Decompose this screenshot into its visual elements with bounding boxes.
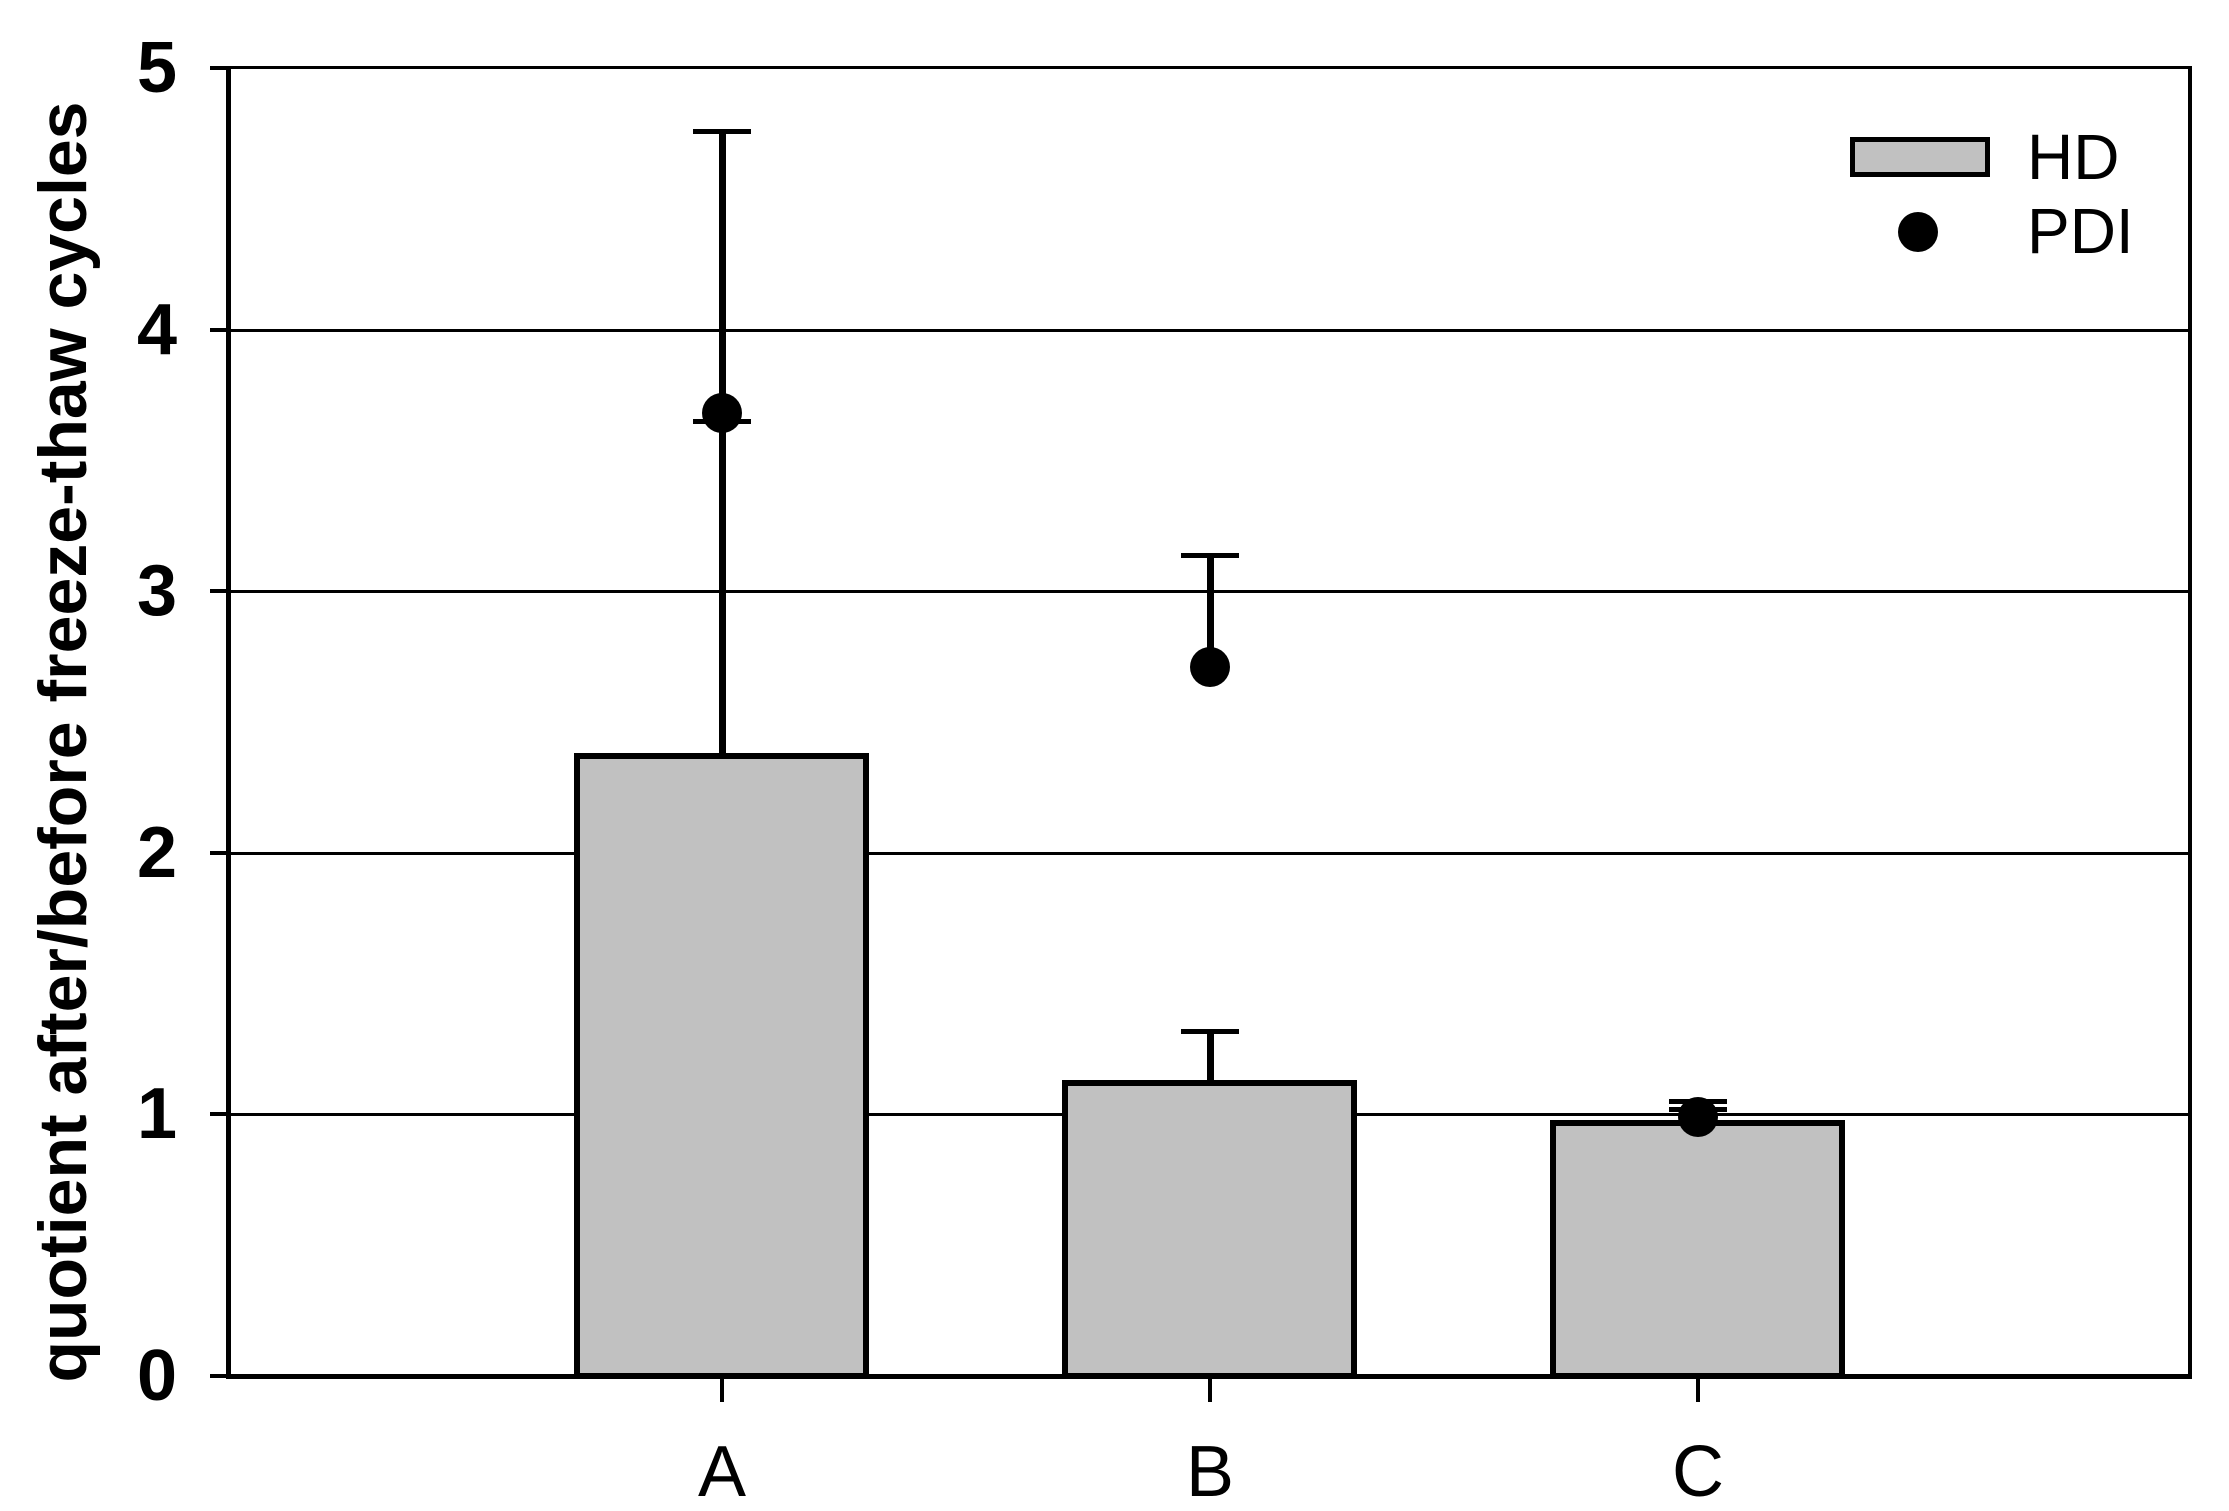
gridline (231, 851, 2188, 855)
legend-hd-swatch (1850, 137, 1990, 177)
hd-error-line (1206, 1030, 1214, 1081)
x-category-label: B (1185, 1432, 1235, 1511)
pdi-dot (1190, 647, 1230, 688)
hd-bar (574, 753, 869, 1379)
y-tick-label: 4 (136, 289, 177, 370)
y-tick (210, 1112, 231, 1117)
y-axis-line (226, 66, 231, 1379)
y-tick (210, 1374, 231, 1378)
x-tick (1208, 1379, 1212, 1402)
legend-hd-label: HD (2027, 121, 2120, 193)
y-tick-label: 2 (136, 812, 177, 893)
pdi-error-line (1206, 554, 1214, 668)
x-tick (720, 1379, 724, 1402)
hd-error-line (718, 130, 726, 754)
y-tick (210, 850, 231, 855)
pdi-dot (702, 393, 742, 434)
y-tick-label: 3 (136, 551, 177, 632)
x-category-label: A (697, 1432, 747, 1511)
hd-bar (1062, 1080, 1357, 1379)
pdi-dot (1678, 1097, 1718, 1138)
plot-top-border (226, 66, 2192, 69)
y-axis-title: quotient after/before freeze-thaw cycles (25, 101, 101, 1383)
y-tick-label: 1 (136, 1074, 177, 1155)
x-tick (1696, 1379, 1700, 1402)
pdi-error-cap (1181, 552, 1239, 558)
y-tick-label: 0 (136, 1336, 177, 1416)
hd-error-cap (693, 128, 751, 134)
y-tick-label: 5 (136, 28, 177, 108)
y-tick (210, 66, 231, 70)
y-tick (210, 327, 231, 332)
legend-pdi-label: PDI (2027, 195, 2134, 267)
plot-right-border (2188, 66, 2192, 1379)
gridline (231, 328, 2188, 332)
x-category-label: C (1672, 1432, 1724, 1511)
legend-pdi-dot-icon (1898, 212, 1938, 252)
hd-bar (1550, 1119, 1845, 1379)
y-tick (210, 589, 231, 594)
hd-error-cap (1181, 1028, 1239, 1034)
